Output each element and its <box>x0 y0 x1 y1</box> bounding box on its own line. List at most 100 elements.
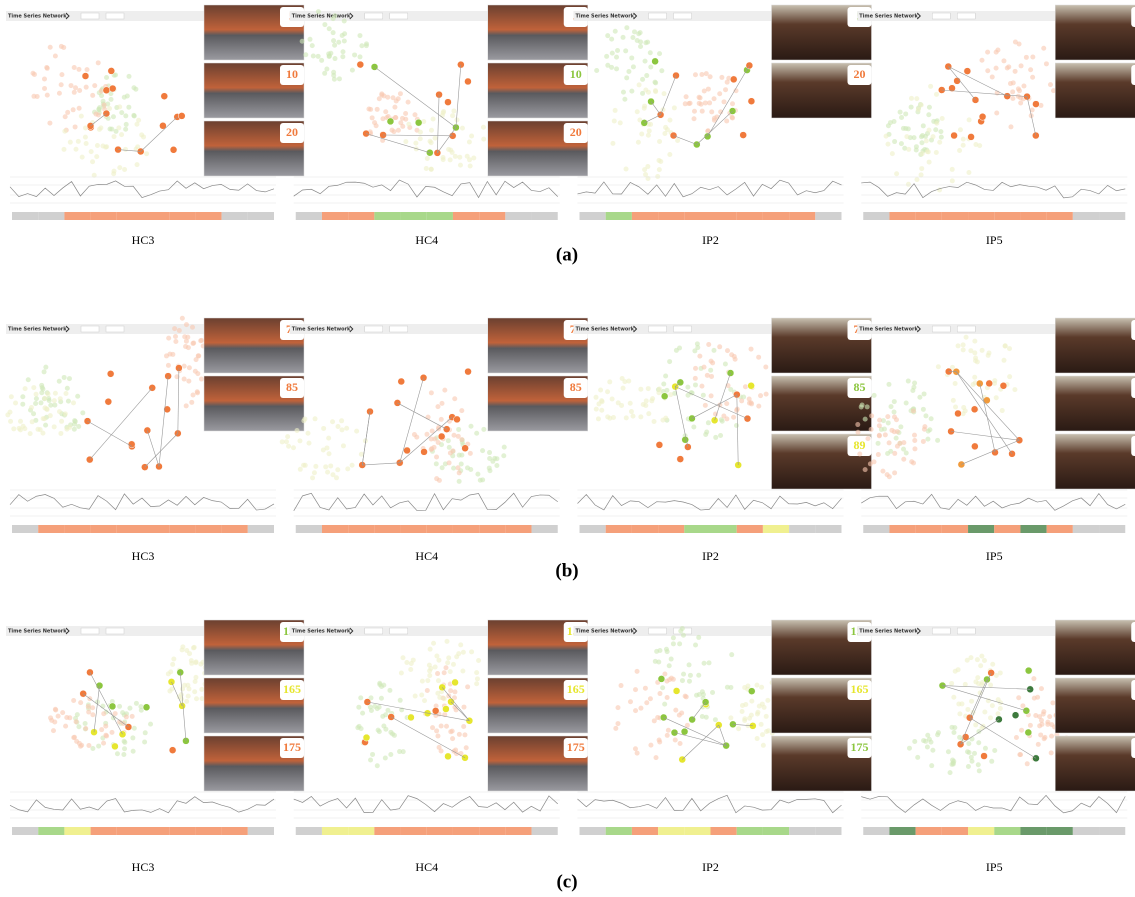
network-node-faint <box>707 660 712 665</box>
network-node-faint <box>754 683 759 688</box>
network-node-faint <box>610 397 615 402</box>
timeline-segment <box>1020 827 1046 835</box>
network-node-faint <box>756 355 761 360</box>
timeline-segment <box>1099 212 1125 220</box>
network-node-faint <box>889 428 894 433</box>
network-node-faint <box>340 54 345 59</box>
network-node-faint <box>1014 735 1019 740</box>
network-node-faint <box>400 655 405 660</box>
network-node-faint <box>865 404 870 409</box>
network-node-faint <box>704 71 709 76</box>
network-node-faint <box>131 85 136 90</box>
network-node-faint <box>692 109 697 114</box>
network-node-faint <box>481 125 486 130</box>
network-node <box>111 743 118 750</box>
network-node-faint <box>909 105 914 110</box>
panel: Time Series Network7585HC3 <box>5 316 304 563</box>
network-node-faint <box>935 438 940 443</box>
frame-label-box <box>1131 320 1135 340</box>
network-node-faint <box>605 389 610 394</box>
network-node-faint <box>934 150 939 155</box>
network-node-faint <box>457 732 462 737</box>
network-node-faint <box>739 398 744 403</box>
network-node-faint <box>345 466 350 471</box>
network-node-faint <box>502 445 507 450</box>
network-node-faint <box>132 114 137 119</box>
network-node-faint <box>474 681 479 686</box>
network-node-faint <box>760 732 765 737</box>
timeline-segment <box>606 525 632 533</box>
timeline-segment <box>222 212 248 220</box>
network-node-faint <box>475 472 480 477</box>
network-node-faint <box>886 420 891 425</box>
network-node-faint <box>635 751 640 756</box>
network-node <box>682 436 689 443</box>
network-node-faint <box>693 72 698 77</box>
network-node-faint <box>379 684 384 689</box>
network-node-faint <box>321 426 326 431</box>
timeline-segment <box>91 525 117 533</box>
network-node-faint <box>922 427 927 432</box>
network-node-faint <box>1007 346 1012 351</box>
network-node-faint <box>757 704 762 709</box>
network-node-faint <box>756 404 761 409</box>
network-node-faint <box>63 114 68 119</box>
network-node-faint <box>673 708 678 713</box>
input-box <box>365 13 383 19</box>
network-node-faint <box>456 465 461 470</box>
network-node-faint <box>937 140 942 145</box>
network-node-faint <box>58 396 63 401</box>
network-node <box>143 704 150 711</box>
network-node-faint <box>729 652 734 657</box>
network-node-faint <box>892 470 897 475</box>
network-node-faint <box>892 410 897 415</box>
network-node-faint <box>436 678 441 683</box>
network-node-faint <box>191 645 196 650</box>
network-node-faint <box>621 386 626 391</box>
network-node-faint <box>688 673 693 678</box>
network-node-faint <box>63 724 68 729</box>
network-node-faint <box>980 348 985 353</box>
network-node-faint <box>471 155 476 160</box>
network-node-faint <box>609 65 614 70</box>
network-node-faint <box>359 726 364 731</box>
network-node-faint <box>1039 686 1044 691</box>
network-node-faint <box>749 401 754 406</box>
network-node-faint <box>192 689 197 694</box>
network-node-faint <box>725 685 730 690</box>
network-node-faint <box>190 325 195 330</box>
network-node-faint <box>648 743 653 748</box>
network-node-faint <box>325 470 330 475</box>
network-node-faint <box>172 326 177 331</box>
network-node-faint <box>677 346 682 351</box>
network-node <box>971 406 978 413</box>
timeline-segment <box>1099 525 1125 533</box>
network-node-faint <box>605 414 610 419</box>
network-node-faint <box>667 663 672 668</box>
network-node-faint <box>685 385 690 390</box>
network-node-faint <box>927 105 932 110</box>
frame-label-box <box>1131 7 1135 27</box>
network-node-faint <box>691 424 696 429</box>
network-node-faint <box>884 134 889 139</box>
network-node-faint <box>448 729 453 734</box>
timeline-segment <box>532 212 558 220</box>
network-node-faint <box>724 118 729 123</box>
network-node-faint <box>56 714 61 719</box>
network-node-faint <box>34 392 39 397</box>
network-node-faint <box>461 705 466 710</box>
network-node <box>1000 382 1007 389</box>
network-node-faint <box>642 106 647 111</box>
network-node-faint <box>305 431 310 436</box>
network-node-faint <box>680 678 685 683</box>
network-node-faint <box>23 386 28 391</box>
network-node-faint <box>1006 64 1011 69</box>
network-node-faint <box>327 451 332 456</box>
network-node-faint <box>929 763 934 768</box>
network-node-faint <box>764 392 769 397</box>
network-node-faint <box>927 128 932 133</box>
network-node-faint <box>1007 374 1012 379</box>
network-edge <box>715 373 731 420</box>
network-node-faint <box>52 424 57 429</box>
network-node-faint <box>102 102 107 107</box>
